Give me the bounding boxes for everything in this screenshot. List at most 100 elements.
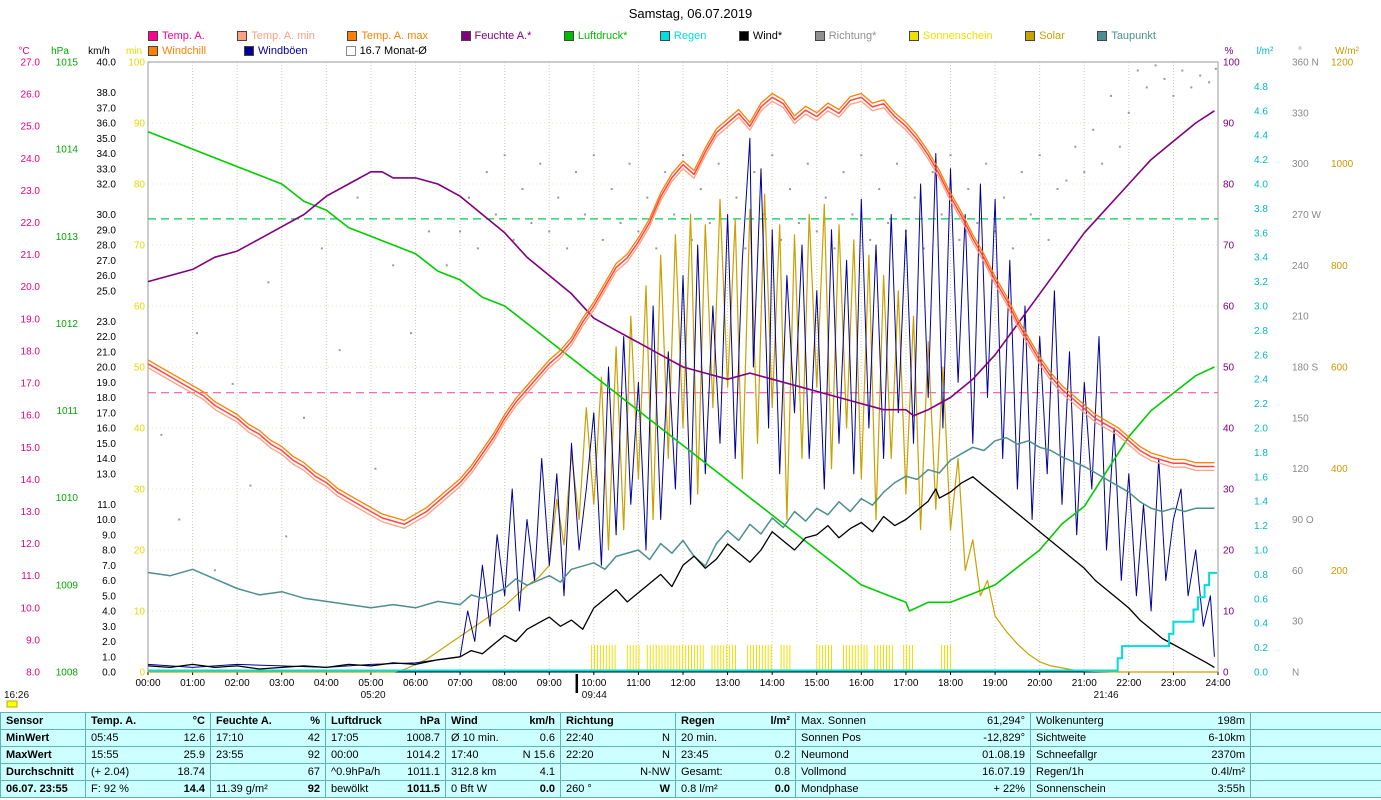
svg-text:2.6: 2.6: [1254, 350, 1268, 361]
svg-text:05:00: 05:00: [358, 678, 383, 689]
info-cell: Sonnenschein 3:55h: [1030, 780, 1251, 798]
legend-label: 16.7 Monat-Ø: [359, 45, 427, 57]
legend-item: 16.7 Monat-Ø: [345, 45, 427, 57]
legend-swatch-icon: [1025, 31, 1036, 41]
stats-cell: Richtung: [560, 712, 676, 730]
svg-text:18.0: 18.0: [97, 393, 117, 404]
svg-text:24.0: 24.0: [21, 154, 41, 165]
svg-text:0.6: 0.6: [1254, 594, 1268, 605]
stats-cell: 23:55 92: [210, 746, 326, 764]
svg-text:1000: 1000: [1331, 159, 1354, 170]
stats-cell: 20 min.: [675, 729, 796, 747]
svg-text:40: 40: [134, 424, 146, 435]
svg-text:10.0: 10.0: [21, 603, 41, 614]
svg-text:2.0: 2.0: [102, 637, 116, 648]
svg-text:8.0: 8.0: [102, 546, 116, 557]
svg-text:240: 240: [1292, 261, 1309, 272]
legend-swatch-icon: [347, 31, 358, 41]
stats-cell: Ø 10 min. 0.6: [445, 729, 561, 747]
svg-text:13.0: 13.0: [21, 507, 41, 518]
svg-text:150: 150: [1292, 413, 1309, 424]
legend-swatch-icon: [908, 31, 919, 41]
stats-cell: 15:55 25.9: [85, 746, 211, 764]
svg-text:50: 50: [1223, 363, 1235, 374]
legend-label: Windböen: [258, 45, 308, 57]
legend-item: Solar: [1025, 30, 1065, 42]
svg-text:600: 600: [1331, 363, 1348, 374]
row-label: Durchschnitt: [0, 763, 86, 781]
info-cell: Wolkenunterg 198m: [1030, 712, 1251, 730]
legend-swatch-icon: [148, 31, 158, 41]
svg-text:4.2: 4.2: [1254, 155, 1268, 166]
svg-text:6.0: 6.0: [102, 576, 116, 587]
svg-text:1015: 1015: [56, 58, 79, 69]
chart-legend-row1: Temp. A. Temp. A. min Temp. A. max Feuchte …: [148, 30, 1156, 42]
svg-text:16.0: 16.0: [21, 411, 41, 422]
svg-text:300: 300: [1292, 159, 1309, 170]
svg-text:25.0: 25.0: [21, 122, 41, 133]
svg-text:4.6: 4.6: [1254, 106, 1268, 117]
svg-text:210: 210: [1292, 312, 1309, 323]
svg-text:60: 60: [1223, 302, 1235, 313]
legend-item: Wind*: [738, 30, 783, 42]
series-temp_a_min: [147, 100, 1215, 529]
svg-text:22.0: 22.0: [97, 332, 117, 343]
svg-text:hPa: hPa: [51, 46, 69, 57]
svg-text:20.0: 20.0: [97, 363, 117, 374]
svg-text:3.2: 3.2: [1254, 277, 1268, 288]
series-group: [147, 64, 1218, 673]
svg-text:0.8: 0.8: [1254, 570, 1268, 581]
legend-label: Sonnenschein: [922, 30, 993, 42]
svg-text:26.0: 26.0: [97, 271, 117, 282]
svg-text:17:00: 17:00: [893, 678, 918, 689]
svg-text:270 W: 270 W: [1292, 210, 1321, 221]
info-cell: Neumond 01.08.19: [795, 746, 1031, 764]
svg-text:00:00: 00:00: [135, 678, 160, 689]
info-cell: Vollmond 16.07.19: [795, 763, 1031, 781]
legend-item: Temp. A. min: [237, 30, 315, 42]
chart-legend-row2: Windchill Windböen 16.7 Monat-Ø: [148, 45, 427, 57]
svg-text:1012: 1012: [56, 319, 79, 330]
info-cell: Schneefallgr 2370m: [1030, 746, 1251, 764]
row-label: 06.07. 23:55: [0, 780, 86, 798]
svg-text:01:00: 01:00: [180, 678, 205, 689]
legend-label: Temp. A. max: [361, 30, 429, 42]
row-label: MaxWert: [0, 746, 86, 764]
svg-text:03:00: 03:00: [269, 678, 294, 689]
svg-text:1200: 1200: [1331, 58, 1354, 69]
svg-text:3.0: 3.0: [102, 622, 116, 633]
legend-swatch-icon: [1097, 31, 1108, 41]
series-feuchte: [147, 110, 1215, 417]
svg-text:60: 60: [1292, 566, 1304, 577]
svg-text:2.2: 2.2: [1254, 399, 1268, 410]
legend-swatch-icon: [659, 31, 670, 41]
stats-cell: Regen l/m²: [675, 712, 796, 730]
stats-cell: 22:20 N: [560, 746, 676, 764]
legend-swatch-icon: [244, 46, 255, 56]
svg-text:30: 30: [1223, 485, 1235, 496]
svg-text:04:00: 04:00: [314, 678, 339, 689]
svg-text:09:44: 09:44: [582, 690, 607, 701]
svg-text:10:00: 10:00: [581, 678, 606, 689]
svg-text:80: 80: [1223, 180, 1235, 191]
svg-text:40: 40: [1223, 424, 1235, 435]
svg-text:11.0: 11.0: [21, 571, 40, 582]
svg-text:20.0: 20.0: [21, 282, 41, 293]
svg-text:16:00: 16:00: [849, 678, 874, 689]
spacer-cell: [1250, 712, 1381, 730]
svg-text:2.4: 2.4: [1254, 375, 1268, 386]
svg-text:27.0: 27.0: [21, 58, 41, 69]
svg-text:19.0: 19.0: [97, 378, 117, 389]
series-temp_a: [147, 96, 1215, 526]
svg-text:3.6: 3.6: [1254, 228, 1268, 239]
info-cell: Mondphase + 22%: [795, 780, 1031, 798]
table-row: Durchschnitt (+ 2.04) 18.74 67 ^0.9hPa/h 1011…: [0, 763, 1381, 781]
svg-text:12.0: 12.0: [21, 539, 41, 550]
svg-text:4.4: 4.4: [1254, 131, 1268, 142]
page-title: Samstag, 06.07.2019: [628, 6, 753, 21]
svg-text:9.0: 9.0: [26, 635, 40, 646]
svg-text:10: 10: [134, 607, 146, 618]
stats-table: Sensor Temp. A. °C Feuchte A.% Luftdruck hPa W…: [0, 712, 1381, 798]
legend-label: Temp. A. min: [251, 30, 315, 42]
legend-label: Wind*: [752, 30, 783, 42]
